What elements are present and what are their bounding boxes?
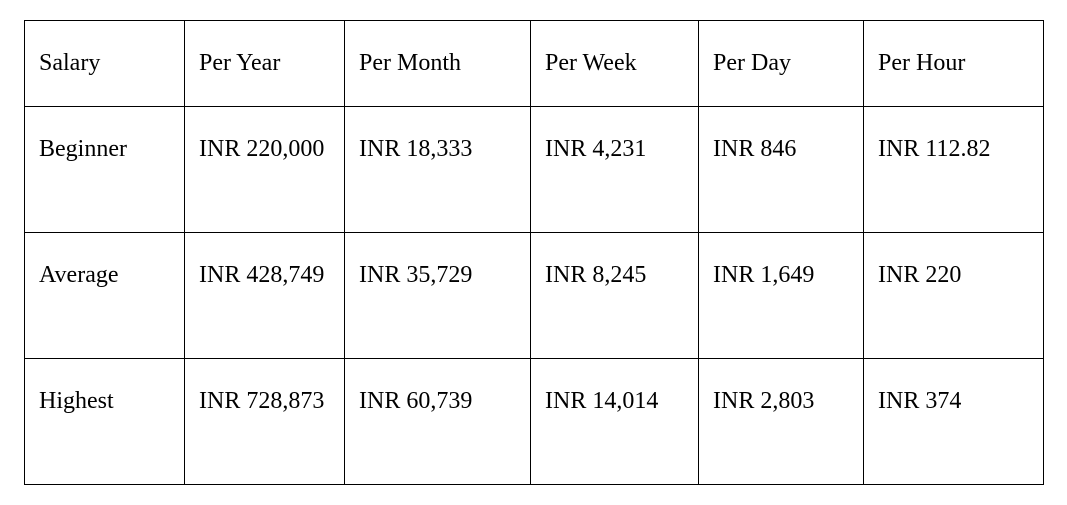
col-header-per-hour: Per Hour <box>864 21 1044 107</box>
cell-per-hour: INR 112.82 <box>864 107 1044 233</box>
col-header-per-month: Per Month <box>345 21 531 107</box>
row-label: Beginner <box>25 107 185 233</box>
cell-per-year: INR 728,873 <box>185 359 345 485</box>
cell-per-day: INR 2,803 <box>699 359 864 485</box>
table-row: Beginner INR 220,000 INR 18,333 INR 4,23… <box>25 107 1044 233</box>
cell-per-week: INR 14,014 <box>531 359 699 485</box>
row-label: Highest <box>25 359 185 485</box>
cell-per-month: INR 35,729 <box>345 233 531 359</box>
cell-per-day: INR 846 <box>699 107 864 233</box>
table-header-row: Salary Per Year Per Month Per Week Per D… <box>25 21 1044 107</box>
table-row: Average INR 428,749 INR 35,729 INR 8,245… <box>25 233 1044 359</box>
col-header-per-day: Per Day <box>699 21 864 107</box>
cell-per-hour: INR 220 <box>864 233 1044 359</box>
cell-per-month: INR 18,333 <box>345 107 531 233</box>
cell-per-week: INR 8,245 <box>531 233 699 359</box>
cell-per-day: INR 1,649 <box>699 233 864 359</box>
cell-per-month: INR 60,739 <box>345 359 531 485</box>
col-header-per-week: Per Week <box>531 21 699 107</box>
cell-per-week: INR 4,231 <box>531 107 699 233</box>
col-header-salary: Salary <box>25 21 185 107</box>
table-row: Highest INR 728,873 INR 60,739 INR 14,01… <box>25 359 1044 485</box>
col-header-per-year: Per Year <box>185 21 345 107</box>
salary-table: Salary Per Year Per Month Per Week Per D… <box>24 20 1044 485</box>
cell-per-year: INR 428,749 <box>185 233 345 359</box>
row-label: Average <box>25 233 185 359</box>
cell-per-year: INR 220,000 <box>185 107 345 233</box>
cell-per-hour: INR 374 <box>864 359 1044 485</box>
